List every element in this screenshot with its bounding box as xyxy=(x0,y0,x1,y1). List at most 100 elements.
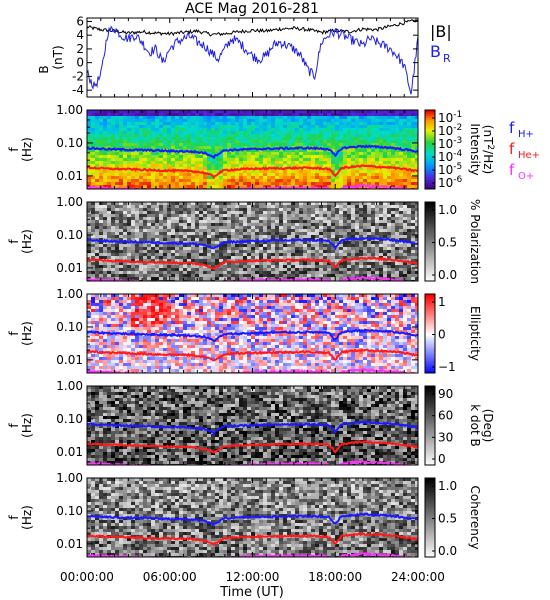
y-axis-label: f xyxy=(7,331,21,336)
y-axis-label: B xyxy=(37,65,51,73)
y-tick-label: 0.10 xyxy=(56,504,83,518)
legend-he-plus: f xyxy=(509,140,515,158)
colorbar-tick-label: 1 xyxy=(438,295,446,309)
legend-h-plus: f xyxy=(509,119,515,137)
colorbar-tick-label: 0 xyxy=(438,452,446,466)
y-tick-label: 1.00 xyxy=(56,471,83,485)
x-tick-label: 12:00:00 xyxy=(226,570,280,584)
panel-kdotb: 1.00 0.10 0.01 f (Hz) 90 60 30 0 k dot B (Deg) xyxy=(7,379,495,466)
panel-polarization: 1.00 0.10 0.01 f (Hz) 1.0 0.5 0.0 % Polarization xyxy=(7,195,482,284)
colorbar-label: Coherency xyxy=(468,485,482,549)
y-tick-label: -2 xyxy=(72,69,84,83)
fhe-plus-line xyxy=(87,348,418,362)
fhe-plus-line xyxy=(87,532,418,547)
heatmap-kdotb xyxy=(87,386,418,465)
heatmap-ellipticity xyxy=(87,294,418,373)
fh-plus-line xyxy=(87,236,418,251)
colorbar-tick-label: 30 xyxy=(438,430,453,444)
colorbar-polarization: 1.0 0.5 0.0 % Polarization xyxy=(424,199,482,284)
y-tick-label: 1.00 xyxy=(56,103,83,117)
y-axis-label: f xyxy=(7,515,21,520)
y-axis-unit: (Hz) xyxy=(20,229,34,254)
b-field-traces xyxy=(87,18,418,95)
legend-br-subscript: R xyxy=(443,52,451,65)
y-axis-label: f xyxy=(7,423,21,428)
x-axis: 00:00:00 06:00:00 12:00:00 18:00:00 24:00:00 xyxy=(60,18,445,584)
y-axis-unit: (Hz) xyxy=(20,137,34,162)
y-tick-label: 1.00 xyxy=(56,287,83,301)
fh-plus-line xyxy=(87,328,418,343)
y-axis-unit: (nT) xyxy=(51,45,65,69)
legend-sub-o-plus: O+ xyxy=(518,171,534,182)
y-tick-label: 0.10 xyxy=(56,320,83,334)
legend-sub-h-plus: H+ xyxy=(518,129,534,140)
heatmap-coherency xyxy=(87,478,418,557)
y-tick-label: 0.01 xyxy=(56,261,83,275)
y-tick-label: 4 xyxy=(76,28,84,42)
colorbar-unit: (Deg) xyxy=(481,409,495,443)
fh-plus-line xyxy=(87,512,418,527)
colorbar-tick-label: 0.0 xyxy=(438,268,457,282)
colorbar-label: Intensity xyxy=(468,123,482,175)
y-tick-label: 0 xyxy=(76,56,84,70)
y-tick-label: 6 xyxy=(76,14,84,28)
colorbar-tick-label: 60 xyxy=(438,409,453,423)
colorbar-tick-label: −1 xyxy=(438,360,456,374)
colorbar-tick-label: 0 xyxy=(438,328,446,342)
x-tick-label: 24:00:00 xyxy=(391,570,445,584)
y-tick-label: 0.01 xyxy=(56,353,83,367)
y-tick-label: 2 xyxy=(76,42,84,56)
y-tick-label: 0.10 xyxy=(56,412,83,426)
y-tick-label: 1.00 xyxy=(56,195,83,209)
fh-plus-line xyxy=(87,144,418,160)
y-tick-label: 1.00 xyxy=(56,379,83,393)
x-tick-label: 18:00:00 xyxy=(308,570,362,584)
heatmap-intensity xyxy=(87,110,418,189)
x-axis-label: Time (UT) xyxy=(219,585,284,600)
colorbar-kdotb: 90 60 30 0 k dot B (Deg) xyxy=(424,385,495,466)
panel-intensity: 1.000.100.01f (Hz)10-110-210-310-410-510-… xyxy=(7,103,540,190)
colorbar-label: % Polarization xyxy=(468,199,482,284)
y-tick-label: 0.01 xyxy=(56,537,83,551)
legend-bmag: |B| xyxy=(430,22,452,41)
colorbar-ellipticity: 1 0 −1 Ellipticity xyxy=(424,293,482,374)
colorbar-label: k dot B xyxy=(468,404,482,446)
heatmap-polarization xyxy=(87,202,418,281)
panel-coherency: 1.00 0.10 0.01 f (Hz) 1.0 0.5 0.0 Coherency xyxy=(7,471,482,558)
colorbar-tick-label: 0.5 xyxy=(438,512,457,526)
colorbar-tick-label: 90 xyxy=(438,387,453,401)
x-tick-label: 00:00:00 xyxy=(60,570,114,584)
colorbar-tick-label: 0.0 xyxy=(438,544,457,558)
colorbar-label: Ellipticity xyxy=(468,306,482,361)
colorbar-tick-label: 0.5 xyxy=(438,236,457,250)
fhe-plus-line xyxy=(87,256,418,271)
colorbar-tick-label: 10-6 xyxy=(438,175,463,190)
y-axis-unit: (Hz) xyxy=(20,505,34,530)
y-axis-unit: (Hz) xyxy=(20,321,34,346)
y-tick-label: 0.10 xyxy=(56,136,83,150)
series-line-bmag xyxy=(87,18,418,37)
panel-ellipticity: 1.00 0.10 0.01 f (Hz) 1 0 −1 Ellipticity xyxy=(7,287,482,374)
chart-title: ACE Mag 2016-281 xyxy=(185,1,319,17)
y-axis-label: f xyxy=(7,239,21,244)
colorbar-unit: (nT2/Hz) xyxy=(481,125,495,174)
y-axis-label: f xyxy=(7,147,21,152)
legend-o-plus: f xyxy=(509,161,515,179)
fhe-plus-line xyxy=(87,164,418,179)
y-tick-label: -4 xyxy=(72,83,84,97)
x-tick-label: 06:00:00 xyxy=(143,570,197,584)
y-axis-unit: (Hz) xyxy=(20,413,34,438)
colorbar-coherency: 1.0 0.5 0.0 Coherency xyxy=(424,477,482,558)
series-line-br xyxy=(87,25,418,95)
fhe-plus-line xyxy=(87,440,418,454)
legend-sub-he-plus: He+ xyxy=(518,150,540,161)
y-tick-label: 0.01 xyxy=(56,169,83,183)
fh-plus-line xyxy=(87,420,418,436)
legend-br: B xyxy=(430,42,441,61)
colorbar-tick-label: 1.0 xyxy=(438,479,457,493)
y-tick-label: 0.10 xyxy=(56,228,83,242)
